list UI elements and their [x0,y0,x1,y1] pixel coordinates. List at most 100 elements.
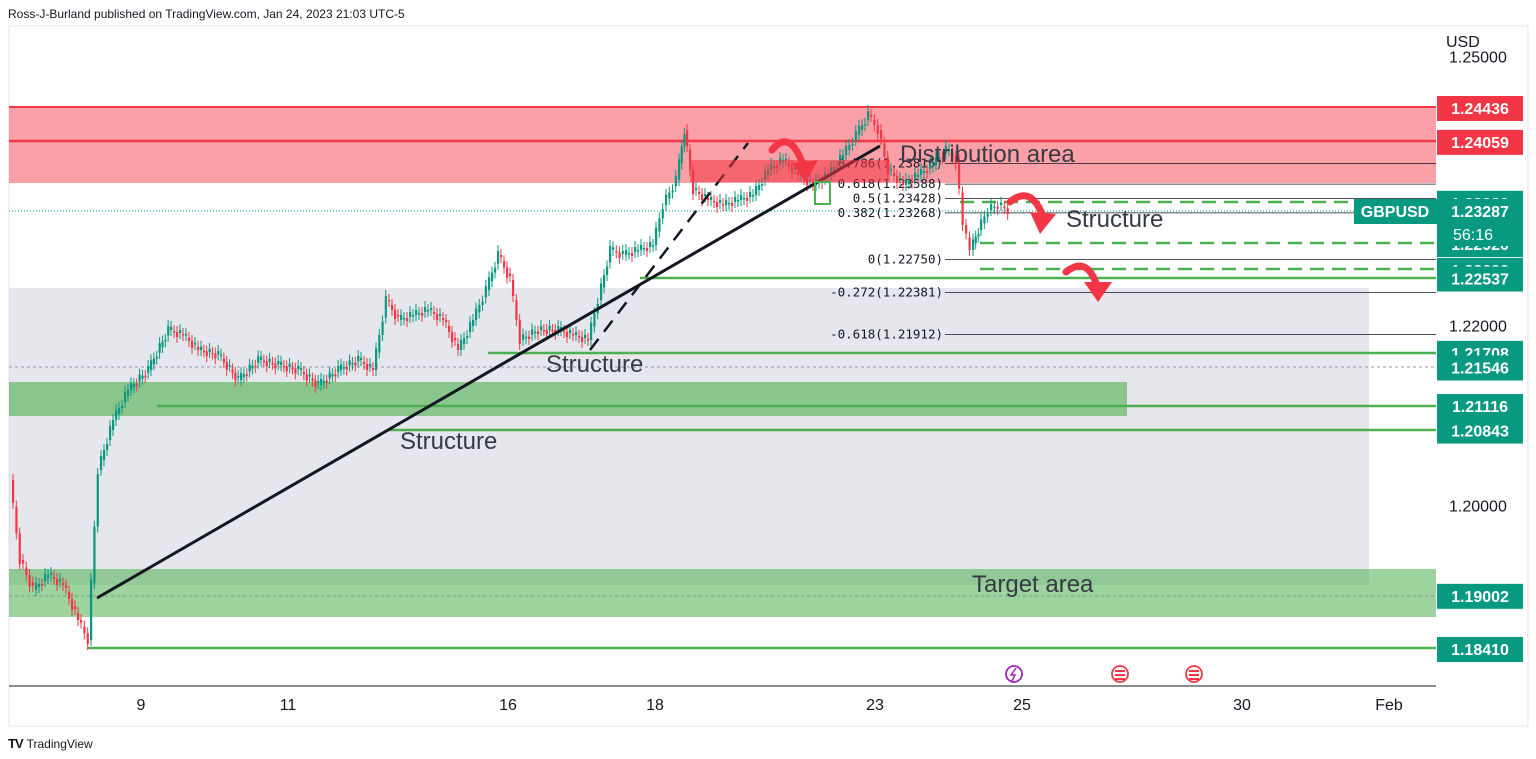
candle-body [722,204,725,206]
currency-label: USD [1446,34,1480,51]
candle-body [191,341,194,348]
candle-body [572,334,575,336]
candle-body [951,153,954,157]
candle-body [941,157,944,159]
candle-body [53,577,56,579]
candle-body [646,248,649,251]
candle-body [873,120,876,125]
main-trendline [96,144,881,600]
candle-body [905,179,908,185]
x-tick-label: 11 [280,697,297,714]
candle-body [958,160,961,189]
candle-body [300,368,303,370]
candle-body [433,312,436,314]
candle-body [621,251,624,254]
candle-body [923,171,926,173]
candle-body [695,188,698,190]
candle-body [914,173,917,179]
candle-body [755,186,758,195]
candle-body [569,330,572,333]
candle-body [661,209,664,219]
fib-level-label: 0.382(1.23268) [838,205,943,220]
candle-body [80,620,83,623]
candle-body [540,326,543,330]
candle-body [342,367,346,369]
candle-body [152,358,156,365]
candle-body [902,182,905,185]
support-zone [9,382,1127,416]
candle-body [25,567,28,575]
candle-body [47,575,50,578]
candle-body [858,126,861,135]
candle-body [194,343,197,345]
candle-body [68,592,71,599]
candle-body [234,372,237,381]
candle-body [938,157,941,162]
candle-body [1000,202,1003,205]
candle-body [71,599,74,610]
candle-body [106,444,109,450]
candle-body [503,261,506,268]
candle-body [418,313,421,315]
candle-body [725,200,728,205]
candle-body [448,326,451,332]
candle-body [548,326,551,330]
candle-body [176,332,179,337]
x-tick-label: 23 [866,697,884,714]
candle-body [161,341,164,348]
candle-body [372,368,375,370]
candle-body [265,361,268,367]
candle-body [761,184,764,186]
candle-body [983,216,986,224]
countdown-label: 56:16 [1453,227,1493,244]
candle-body [668,192,671,199]
price-axis[interactable]: 1.25000 1.22000 1.20000 [1449,49,1507,515]
candle-body [375,348,378,370]
candle-body [671,190,674,193]
candle-body [870,115,873,117]
candle-body [378,335,381,353]
candle-body [222,358,226,363]
candle-body [606,266,609,275]
time-axis[interactable]: 9 11 16 18 23 25 30 Feb [137,697,1403,714]
candle-body [340,364,343,370]
candle-body [537,331,540,334]
candle-body [439,314,442,316]
candle-body [31,582,34,586]
candle-body [665,194,668,205]
candle-body [274,363,277,369]
candle-body [200,346,203,350]
lightning-event-icon[interactable] [1005,665,1023,683]
price-badge-label: 1.20843 [1451,424,1509,441]
price-badge: 1.21116 [1437,394,1523,420]
candle-body [124,392,127,402]
us-flag-event-icon[interactable] [1111,665,1129,683]
candle-body [138,374,141,382]
candle-body [271,362,274,365]
us-flag-event-icon[interactable] [1185,665,1203,683]
candle-body [528,336,531,339]
candle-body [50,573,53,575]
annotation-structure: Structure [400,428,497,455]
candle-body [121,406,124,408]
candle-body [132,384,136,388]
candle-body [655,227,658,245]
price-badge-label: 1.24059 [1451,135,1509,152]
candle-body [282,365,286,368]
candle-body [518,320,521,344]
candle-body [421,313,424,316]
candle-body [683,134,686,147]
candle-body [842,155,845,159]
candle-body [297,366,300,370]
candle-body [170,327,173,330]
candle-body [478,305,481,313]
fib-level-label: 0.5(1.23428) [853,190,943,205]
y-tick-label: 1.22000 [1449,319,1507,336]
price-badge-label: 1.18410 [1451,642,1509,659]
candle-body [861,125,864,130]
candle-body [197,347,200,350]
candle-body [334,374,337,377]
candle-body [130,383,133,390]
candle-body [929,163,932,169]
